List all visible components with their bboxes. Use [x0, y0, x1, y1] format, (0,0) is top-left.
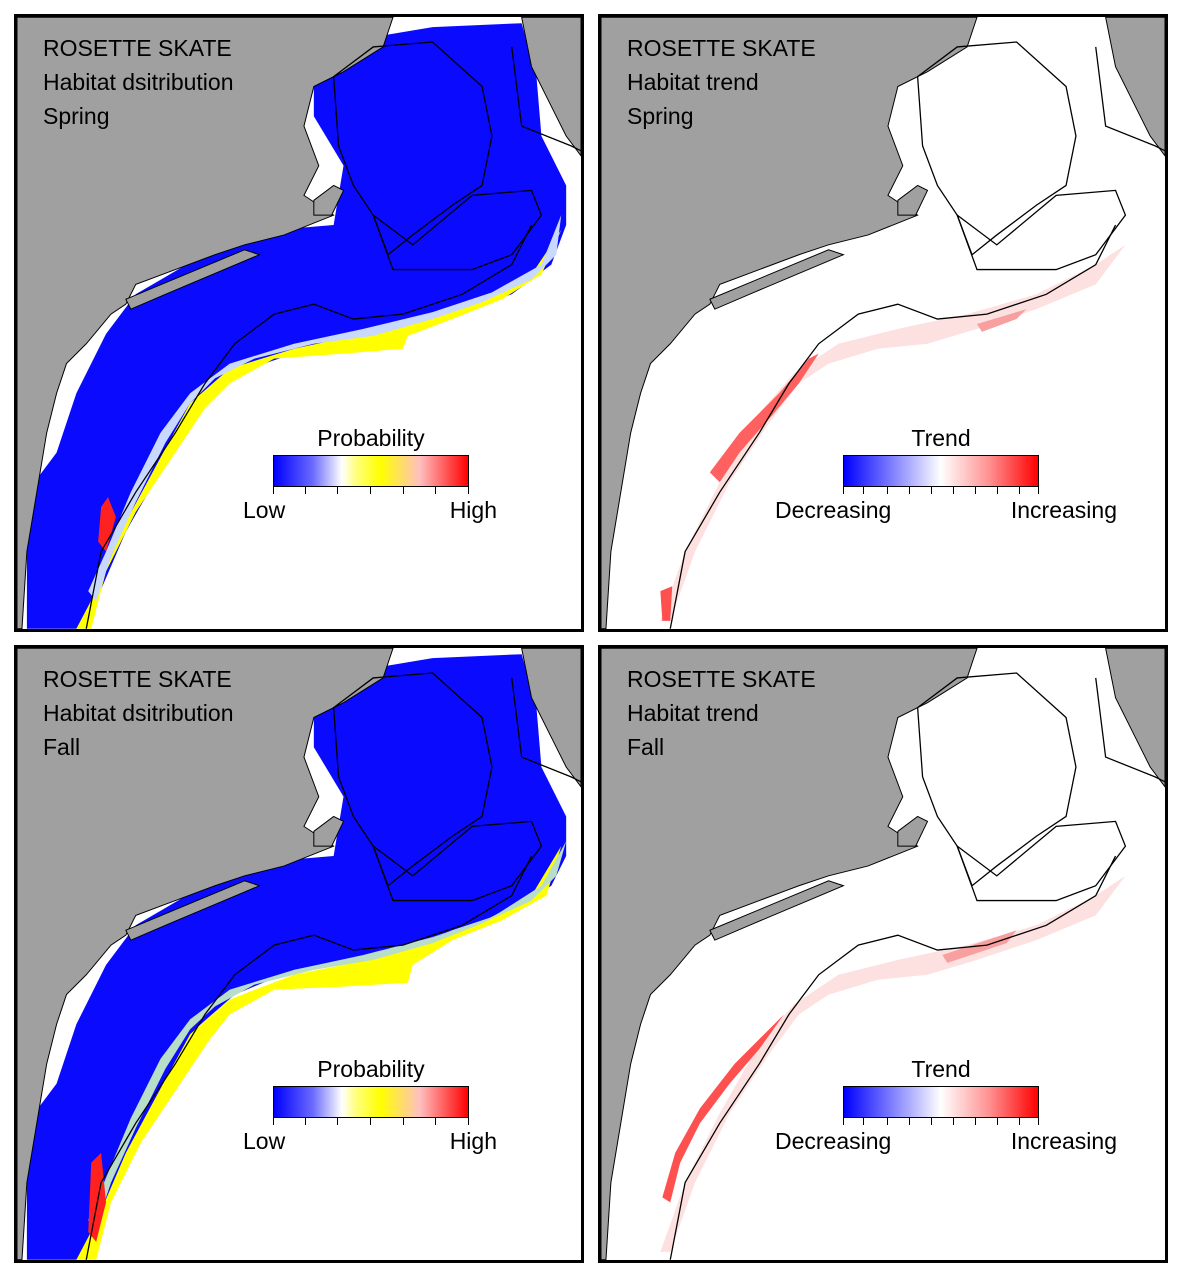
land-nova-scotia — [1105, 648, 1165, 788]
map-spring-trend — [601, 17, 1165, 629]
legend-high-label: Increasing — [1010, 1128, 1117, 1154]
contour-shelf-break — [85, 855, 533, 1260]
contour-shelf-break — [669, 224, 1117, 629]
legend-high-label: Increasing — [1010, 497, 1117, 523]
contour-shelf-break — [85, 224, 533, 629]
land-mainland — [17, 648, 394, 1260]
legend-low-label: Decreasing — [775, 1128, 892, 1154]
legend-probability: Probability Low High — [243, 425, 497, 525]
panel-titles: ROSETTE SKATE Habitat trend Fall — [627, 662, 816, 764]
legend-colorbar-probability — [273, 1086, 469, 1118]
contour-gulf-of-maine — [916, 672, 1077, 887]
panel-titles: ROSETTE SKATE Habitat dsitribution Sprin… — [43, 31, 234, 133]
contour-georges-bank — [955, 820, 1127, 902]
habitat-shelf-band — [26, 23, 567, 629]
land-long-island — [709, 249, 845, 310]
legend-probability: Probability Low High — [243, 1056, 497, 1156]
contour-gulf-of-maine — [916, 41, 1077, 256]
panel-title-map-type: Habitat trend — [627, 69, 759, 95]
trend-hotspot-canyon — [942, 930, 1017, 963]
contour-scotian — [511, 46, 581, 152]
trend-increase-band — [660, 875, 1126, 1252]
legend-trend: Trend Decreasing Increasing — [775, 1056, 1117, 1156]
panel-title-species: ROSETTE SKATE — [43, 666, 232, 692]
contour-scotian — [1095, 677, 1165, 783]
land-cape-cod — [897, 815, 929, 847]
land-nova-scotia — [1105, 17, 1165, 157]
contour-scotian — [511, 677, 581, 783]
panel-title-species: ROSETTE SKATE — [43, 35, 232, 61]
panel-title-season: Spring — [43, 103, 110, 129]
map-fall-distribution — [17, 648, 581, 1260]
contour-scotian — [1095, 46, 1165, 152]
legend-colorbar-trend — [843, 1086, 1039, 1118]
habitat-shelf-band — [26, 654, 567, 1260]
panel-title-species: ROSETTE SKATE — [627, 666, 816, 692]
map-panel-spring-distribution: ROSETTE SKATE Habitat dsitribution Sprin… — [14, 14, 584, 632]
legend-ticks — [843, 487, 1039, 495]
land-cape-cod — [313, 815, 345, 847]
habitat-hotspot — [98, 497, 116, 552]
legend-colorbar-trend — [843, 455, 1039, 487]
panel-title-season: Fall — [43, 734, 81, 760]
trend-hotspot-canyon — [977, 309, 1027, 332]
contour-georges-bank — [371, 189, 543, 271]
panel-title-map-type: Habitat trend — [627, 700, 759, 726]
map-fall-trend — [601, 648, 1165, 1260]
legend-ticks — [273, 487, 469, 495]
map-panel-fall-distribution: ROSETTE SKATE Habitat dsitribution Fall … — [14, 645, 584, 1263]
legend-high-label: High — [449, 1128, 497, 1154]
habitat-edge-light — [88, 215, 562, 602]
legend-title: Probability — [317, 1056, 425, 1082]
panel-title-map-type: Habitat dsitribution — [43, 700, 234, 726]
land-nova-scotia — [521, 17, 581, 157]
legend-low-label: Low — [243, 1128, 286, 1154]
habitat-edge-light — [88, 841, 567, 1228]
trend-hotspot-shelf — [709, 353, 819, 483]
map-panel-fall-trend: ROSETTE SKATE Habitat trend Fall Trend D… — [598, 645, 1168, 1263]
land-mainland — [601, 17, 978, 629]
land-mainland — [601, 648, 978, 1260]
land-mainland — [17, 17, 394, 629]
legend-ticks — [273, 1118, 469, 1126]
legend-title: Probability — [317, 425, 425, 451]
contour-georges-bank — [955, 189, 1127, 271]
land-long-island — [125, 880, 261, 941]
land-nova-scotia — [521, 648, 581, 788]
land-cape-cod — [897, 184, 929, 216]
map-spring-distribution — [17, 17, 581, 629]
land-long-island — [125, 249, 261, 310]
panel-title-species: ROSETTE SKATE — [627, 35, 816, 61]
legend-title: Trend — [911, 1056, 971, 1082]
legend-low-label: Low — [243, 497, 286, 523]
trend-hotspot-shelf — [662, 1014, 785, 1203]
contour-georges-bank — [371, 820, 543, 902]
contour-gulf-of-maine — [332, 41, 493, 256]
legend-trend: Trend Decreasing Increasing — [775, 425, 1117, 525]
panel-titles: ROSETTE SKATE Habitat dsitribution Fall — [43, 662, 234, 764]
panel-title-map-type: Habitat dsitribution — [43, 69, 234, 95]
land-cape-cod — [313, 184, 345, 216]
panel-title-season: Spring — [627, 103, 694, 129]
legend-colorbar-probability — [273, 455, 469, 487]
habitat-hotspot — [88, 1152, 107, 1242]
panel-title-season: Fall — [627, 734, 665, 760]
panel-titles: ROSETTE SKATE Habitat trend Spring — [627, 31, 816, 133]
legend-low-label: Decreasing — [775, 497, 892, 523]
contour-gulf-of-maine — [332, 672, 493, 887]
contour-shelf-break — [669, 855, 1117, 1260]
land-long-island — [709, 880, 845, 941]
legend-title: Trend — [911, 425, 971, 451]
trend-hotspot-south — [660, 586, 673, 621]
legend-high-label: High — [449, 497, 497, 523]
legend-ticks — [843, 1118, 1039, 1126]
map-panel-spring-trend: ROSETTE SKATE Habitat trend Spring Trend… — [598, 14, 1168, 632]
